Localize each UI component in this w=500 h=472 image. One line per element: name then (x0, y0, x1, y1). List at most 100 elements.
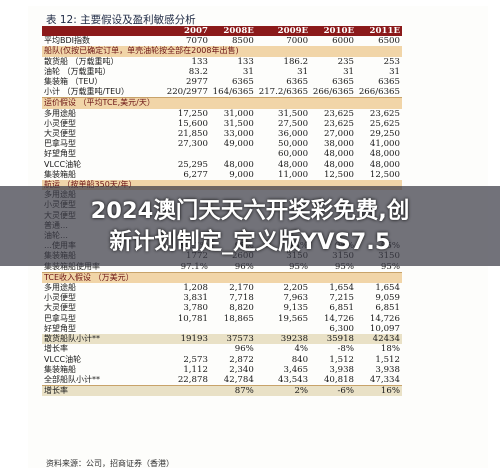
table-cell: 3,938 (375, 364, 400, 375)
row-label: 巴拿马型 (44, 313, 76, 323)
table-cell: 840 (291, 354, 309, 365)
table-cell (256, 324, 310, 334)
table-cell: 3,780 (183, 303, 208, 314)
table-cell: 6365 (231, 77, 254, 88)
table-cell: 2,573 (183, 354, 208, 365)
table-cell: 27,500 (278, 118, 309, 129)
table-row: 平均BDI指数 7070 8500 7000 6000 6500 (42, 36, 402, 46)
table-cell: 6,277 (183, 169, 208, 180)
table-cell: 6000 (332, 36, 355, 47)
table-row: 船队(仅按已确定订单，单壳油轮按全部在2008年出售) (42, 46, 402, 57)
table-cell: 19,565 (278, 313, 309, 324)
table-cell: 164/6365 (209, 87, 256, 99)
header-blank (42, 26, 164, 37)
table-cell: 9,059 (375, 293, 400, 304)
table-row: TCE收入假设 （万美元） (42, 272, 402, 284)
header-year: 2009E (255, 26, 311, 37)
table-cell (210, 149, 256, 159)
table-cell: 47,334 (356, 374, 402, 387)
table-cell: 35918 (310, 334, 357, 345)
table-cell: 4% (294, 344, 309, 355)
table-row: 散货船队小计** 19193 37573 39238 35918 42434 (42, 334, 402, 345)
table-cell: 2,872 (229, 354, 254, 365)
banner-line-1: 2024澳门天天六开奖彩免费,创 (90, 198, 410, 224)
table-cell: 266/6365 (310, 87, 357, 99)
table-row: 大灵便型 21,850 33,000 36,000 27,000 29,250 (42, 129, 402, 139)
table-row: 好望角型 60,000 48,000 48,000 (42, 149, 402, 159)
table-cell: 23,625 (369, 108, 400, 119)
table-cell: 6365 (332, 77, 355, 88)
table-cell: 97.1% (164, 261, 210, 273)
table-cell: 133 (191, 56, 208, 67)
table-cell: 1,512 (329, 354, 355, 365)
table-cell: 133 (237, 56, 254, 67)
table-cell: 41,000 (369, 139, 400, 150)
table-cell: 22,878 (164, 374, 210, 387)
table-row: 油轮 （万载重吨） 83.2 31 31 31 31 (42, 67, 402, 77)
table-cell: 1,654 (329, 283, 355, 294)
table-cell: 31,500 (278, 108, 309, 119)
table-row: 好望角型 6,300 10,097 (42, 324, 402, 334)
table-cell: 31 (343, 66, 355, 77)
table-row: 小计 （万载重吨/TEU） 220/2977 164/6365 217.2/6365 2… (42, 87, 402, 99)
table-header-row: 2007 2008E 2009E 2010E 2011E (42, 26, 402, 37)
banner-line-2: 新计划制定_定义版YVS7.5 (109, 229, 391, 255)
table-row: 散货船 （万载重吨） 133 133 186.2 235 253 (42, 57, 402, 67)
table-cell: 83.2 (188, 66, 208, 77)
table-cell: 1,512 (375, 354, 400, 365)
table-cell: 27,300 (177, 139, 208, 150)
table-cell: 21,850 (177, 129, 208, 140)
table-cell: 18% (380, 344, 400, 355)
table-cell: 6365 (286, 77, 309, 88)
table-row: 小灵便型 15,600 31,500 27,500 23,625 25,625 (42, 119, 402, 129)
table-cell (164, 344, 210, 354)
table-cell: 17,250 (177, 108, 208, 119)
table-cell: 7000 (286, 36, 309, 47)
row-label: 小灵便型 (44, 118, 76, 128)
table-cell: 48,000 (323, 149, 355, 160)
table-cell: -8% (337, 344, 355, 355)
table-cell: 18,865 (223, 313, 254, 324)
table-cell: 50,000 (278, 139, 309, 150)
table-cell: 48,000 (369, 159, 400, 170)
table-cell: 42,784 (209, 374, 256, 387)
table-cell: 27,000 (323, 129, 355, 140)
overlay-banner-text: 2024澳门天天六开奖彩免费,创 新计划制定_定义版YVS7.5 (0, 196, 500, 258)
table-cell: 8,820 (229, 303, 254, 314)
table-cell: 49,000 (223, 139, 254, 150)
table-cell: 2,340 (229, 364, 254, 375)
table-cell: 9,000 (229, 169, 254, 180)
row-label: 多用途船 (44, 283, 76, 293)
header-year: 2007 (164, 26, 210, 37)
table-cell: 48,000 (369, 149, 400, 160)
table-cell: 2,170 (229, 283, 254, 294)
row-label: 小计 （万载重吨/TEU） (42, 87, 164, 99)
table-cell: 253 (383, 56, 400, 67)
table-cell: 3,831 (183, 293, 208, 304)
overlay-banner (0, 186, 500, 266)
table-row: 小灵便型 3,831 7,718 7,963 7,215 9,059 (42, 293, 402, 303)
table-cell: 31,000 (223, 108, 254, 119)
row-label: 集装箱船 (44, 169, 76, 179)
header-year: 2010E (310, 26, 357, 37)
table-cell (210, 324, 256, 334)
table-row: 多用途船 1,208 2,170 2,205 1,654 1,654 (42, 283, 402, 293)
table-cell: 23,625 (323, 108, 355, 119)
table-cell: 42434 (356, 334, 402, 345)
table-cell: -6% (310, 385, 357, 397)
table-cell: 6,851 (375, 303, 400, 314)
row-label: 大灵便型 (44, 303, 76, 313)
table-cell: 2,205 (283, 283, 309, 294)
table-cell: 95% (356, 261, 402, 273)
row-label: 全部船队小计** (42, 374, 164, 387)
table-row: 增长率 96% 4% -8% 18% (42, 344, 402, 354)
table-cell: 11,000 (278, 169, 309, 180)
row-label: 大灵便型 (44, 129, 76, 139)
row-label: TCE收入假设 （万美元） (42, 272, 402, 284)
source-note: 资料来源：公司，招商证券（香港） (46, 459, 174, 468)
assumptions-table: 2007 2008E 2009E 2010E 2011E 平均BDI指数 7070… (42, 26, 402, 397)
table-cell: 96% (209, 261, 256, 273)
row-label: 增长率 (42, 385, 164, 397)
table-cell: 235 (337, 56, 355, 67)
table-row: 集装箱船使用率 97.1% 96% 95% 95% 95% (42, 261, 402, 273)
